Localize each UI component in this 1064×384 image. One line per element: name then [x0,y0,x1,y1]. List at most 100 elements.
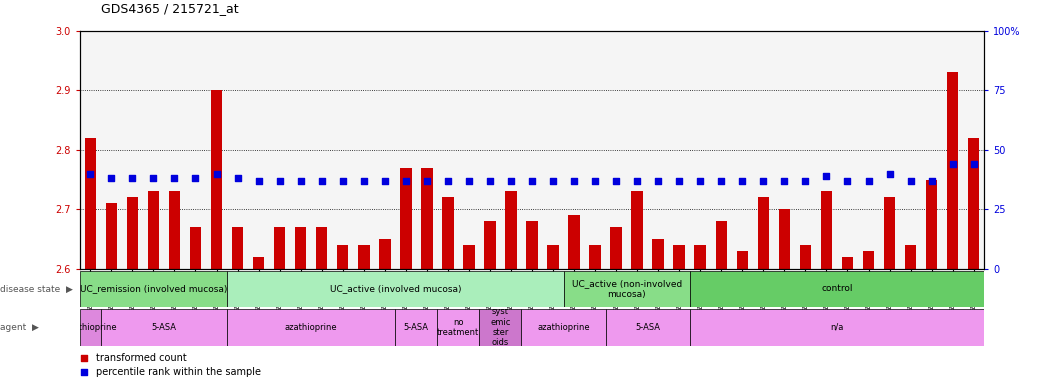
Point [103,175,120,181]
Point [545,178,562,184]
Bar [148,191,160,269]
Text: disease state  ▶: disease state ▶ [0,285,72,293]
Bar [564,271,689,307]
Text: n/a: n/a [830,323,844,332]
Point [713,178,730,184]
Bar [80,271,227,307]
Bar [547,245,559,269]
Bar [227,271,564,307]
Bar [611,227,622,269]
Bar [189,227,201,269]
Point [734,178,751,184]
Point [860,178,877,184]
Point [692,178,709,184]
Bar [884,197,895,269]
Text: 5-ASA: 5-ASA [404,323,429,332]
Bar [442,197,453,269]
Point [461,178,478,184]
Point [839,178,857,184]
Point [629,178,646,184]
Point [924,178,941,184]
Point [166,175,183,181]
Point [76,355,93,361]
Point [250,178,267,184]
Bar [527,221,537,269]
Bar [605,309,689,346]
Point [271,178,288,184]
Bar [232,227,244,269]
Bar [253,257,264,269]
Bar [105,204,117,269]
Bar [379,239,390,269]
Point [650,178,667,184]
Bar [736,251,748,269]
Bar [484,221,496,269]
Point [313,178,330,184]
Bar [463,245,475,269]
Text: UC_active (involved mucosa): UC_active (involved mucosa) [330,285,461,293]
Point [902,178,919,184]
Bar [505,191,517,269]
Point [207,170,225,177]
Point [187,175,204,181]
Text: GDS4365 / 215721_at: GDS4365 / 215721_at [101,2,238,15]
Point [566,178,583,184]
Text: UC_active (non-involved
mucosa): UC_active (non-involved mucosa) [571,279,682,299]
Text: azathioprine: azathioprine [64,323,117,332]
Point [229,175,246,181]
Point [502,178,519,184]
Point [145,175,162,181]
Point [670,178,687,184]
Point [965,161,982,167]
Bar [337,245,349,269]
Bar [779,209,791,269]
Text: UC_remission (involved mucosa): UC_remission (involved mucosa) [80,285,227,293]
Text: transformed count: transformed count [96,353,187,363]
Point [586,178,603,184]
Text: azathioprine: azathioprine [285,323,337,332]
Bar [358,245,369,269]
Point [754,178,771,184]
Bar [904,245,916,269]
Bar [437,309,480,346]
Bar [273,227,285,269]
Bar [568,215,580,269]
Point [82,170,99,177]
Point [293,178,310,184]
Point [881,170,898,177]
Bar [968,138,980,269]
Bar [947,72,959,269]
Point [481,178,498,184]
Bar [127,197,138,269]
Point [377,178,394,184]
Bar [400,167,412,269]
Text: 5-ASA: 5-ASA [635,323,660,332]
Bar [589,245,601,269]
Bar [480,309,521,346]
Point [355,178,372,184]
Bar [84,138,96,269]
Text: syst
emic
ster
oids: syst emic ster oids [491,307,511,348]
Bar [227,309,396,346]
Point [418,178,435,184]
Point [608,178,625,184]
Bar [689,271,984,307]
Bar [674,245,685,269]
Bar [631,191,643,269]
Bar [842,257,853,269]
Bar [80,309,101,346]
Bar [715,221,727,269]
Bar [169,191,180,269]
Point [439,178,456,184]
Bar [421,167,433,269]
Text: percentile rank within the sample: percentile rank within the sample [96,367,261,377]
Text: control: control [821,285,852,293]
Text: no
treatment: no treatment [437,318,480,337]
Bar [926,180,937,269]
Text: agent  ▶: agent ▶ [0,323,39,332]
Bar [295,227,306,269]
Point [123,175,140,181]
Point [76,369,93,375]
Bar [863,251,875,269]
Point [818,173,835,179]
